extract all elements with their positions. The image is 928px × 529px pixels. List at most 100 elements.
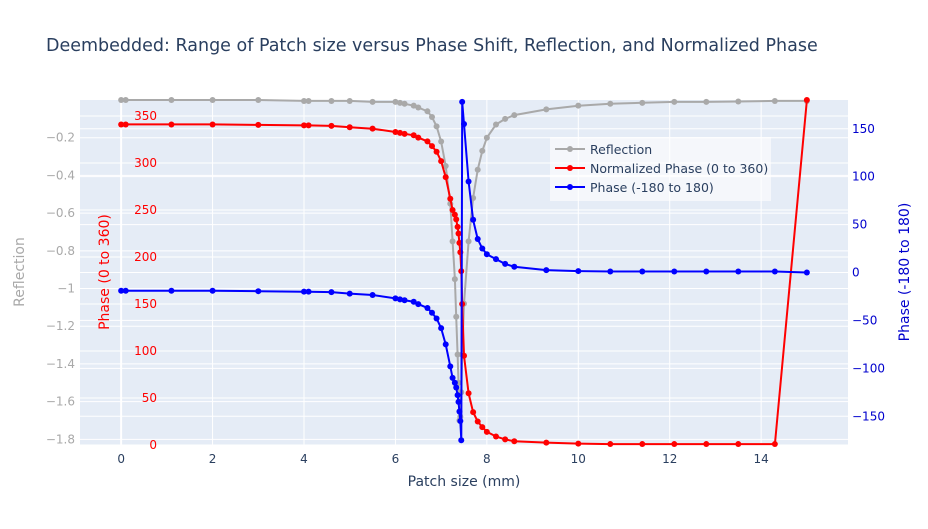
data-point	[483, 428, 490, 435]
data-point	[451, 379, 458, 386]
data-point	[442, 341, 449, 348]
data-point	[451, 276, 458, 283]
data-point	[479, 424, 486, 431]
series-layer	[118, 97, 810, 448]
data-point	[703, 268, 710, 275]
legend-marker-normalized-phase	[567, 165, 573, 171]
x-tick-label: 0	[117, 452, 125, 466]
data-point	[458, 437, 465, 444]
phase180-tick-label: −150	[852, 409, 885, 423]
data-point	[328, 122, 335, 129]
data-point	[511, 438, 518, 445]
phase180-tick-label: −50	[852, 313, 877, 327]
reflection-tick-label: −0.8	[46, 244, 75, 258]
data-point	[305, 122, 312, 129]
reflection-tick-label: −1.8	[46, 432, 75, 446]
phase360-tick-label: 250	[134, 203, 157, 217]
data-point	[438, 138, 445, 145]
phase180-tick-label: 0	[852, 266, 860, 280]
data-point	[369, 98, 376, 105]
series-line	[121, 101, 807, 441]
data-point	[671, 441, 678, 448]
data-point	[607, 268, 614, 275]
data-point	[118, 121, 125, 128]
x-tick-label: 6	[392, 452, 400, 466]
data-point	[433, 148, 440, 155]
legend-marker-phase	[567, 184, 573, 190]
chart-title: Deembedded: Range of Patch size versus P…	[46, 36, 818, 56]
data-point	[346, 290, 353, 297]
data-point	[438, 158, 445, 165]
data-point	[410, 132, 417, 139]
data-point	[511, 263, 518, 270]
legend-item-phase[interactable]: Phase (-180 to 180)	[555, 180, 714, 195]
x-tick-label: 8	[483, 452, 491, 466]
data-point	[415, 301, 422, 308]
data-point	[122, 121, 129, 128]
data-point	[301, 288, 307, 295]
data-point	[453, 384, 460, 391]
x-tick-label: 10	[571, 452, 586, 466]
data-point	[122, 97, 129, 103]
data-point	[118, 97, 125, 103]
data-point	[328, 289, 335, 296]
data-point	[803, 269, 810, 276]
data-point	[575, 268, 582, 275]
data-point	[465, 238, 472, 245]
data-point	[449, 374, 456, 381]
data-point	[397, 99, 403, 106]
phase360-tick-label: 350	[134, 109, 157, 123]
data-point	[465, 390, 472, 397]
phase360-tick-label: 200	[134, 250, 157, 264]
phase360-tick-label: 300	[134, 156, 157, 170]
x-axis-label: Patch size (mm)	[408, 474, 521, 490]
data-point	[479, 245, 486, 252]
data-point	[455, 230, 462, 237]
legend-item-reflection[interactable]: Reflection	[555, 142, 652, 157]
data-point	[301, 97, 307, 104]
data-point	[442, 162, 449, 169]
data-point	[455, 398, 462, 405]
data-point	[392, 98, 399, 105]
legend[interactable]: Reflection Normalized Phase (0 to 360) P…	[550, 137, 771, 201]
legend-item-normalized-phase[interactable]: Normalized Phase (0 to 360)	[555, 161, 768, 176]
data-point	[410, 102, 417, 109]
data-point	[502, 436, 509, 443]
data-point	[493, 121, 499, 128]
data-point	[424, 138, 431, 145]
data-point	[803, 97, 810, 103]
data-point	[511, 112, 518, 119]
data-point	[771, 268, 778, 275]
data-point	[671, 98, 678, 105]
data-point	[209, 287, 216, 294]
data-point	[415, 134, 422, 141]
phase360-tick-label: 0	[149, 438, 157, 452]
phase180-tick-label: 150	[852, 122, 875, 136]
data-point	[607, 100, 614, 107]
data-point	[671, 268, 678, 275]
data-point	[474, 166, 481, 173]
data-point	[442, 174, 449, 181]
data-point	[429, 309, 435, 316]
x-tick-label: 14	[754, 452, 769, 466]
data-point	[703, 441, 710, 448]
reflection-tick-label: −0.4	[46, 168, 75, 182]
axes: 0 2 4 6 8 10 12 14 −0.2 −0.4 −0.6 −0.8 −1 −1.2 −1.4 −1.…	[46, 109, 885, 466]
phase360-tick-label: 50	[142, 391, 157, 405]
data-point	[456, 408, 463, 415]
data-point	[470, 409, 477, 416]
data-point	[209, 121, 216, 128]
data-point	[543, 267, 550, 274]
data-point	[771, 97, 778, 104]
data-point	[470, 216, 477, 223]
data-point	[639, 99, 646, 106]
data-point	[457, 418, 464, 425]
series-line	[121, 99, 808, 446]
data-point	[453, 313, 460, 320]
reflection-tick-label: −1	[57, 282, 75, 296]
data-point	[301, 122, 307, 129]
data-point	[433, 123, 440, 130]
data-point	[543, 106, 550, 113]
phase180-tick-label: 100	[852, 170, 875, 184]
